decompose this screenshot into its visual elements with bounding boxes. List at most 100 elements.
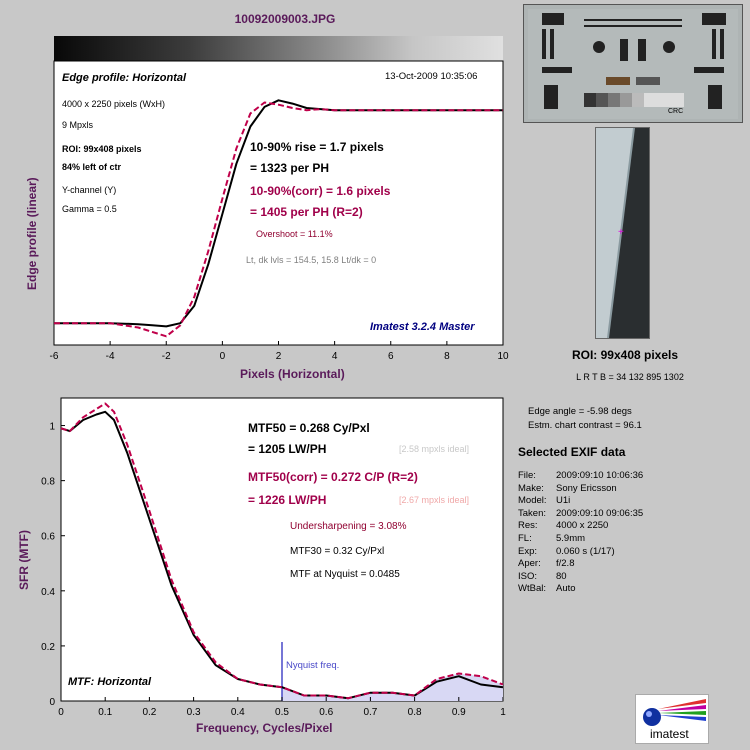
edge-info-res: 4000 x 2250 pixels (WxH) bbox=[62, 99, 165, 109]
exif-key: ISO: bbox=[518, 570, 538, 582]
exif-key: Model: bbox=[518, 495, 547, 507]
exif-row: Model: U1i bbox=[518, 495, 643, 508]
mtf-y-tick-label: 0 bbox=[49, 697, 55, 708]
edge-x-tick-label: -4 bbox=[106, 351, 115, 362]
mtf-x-tick-label: 0.8 bbox=[408, 707, 422, 718]
edge-gradient-strip bbox=[54, 36, 503, 61]
edge-x-ticks: -6 -4 -2 0 2 4 6 8 10 bbox=[50, 341, 509, 362]
edge-x-tick-label: 0 bbox=[220, 351, 226, 362]
edge-rise-corr: 10-90%(corr) = 1.6 pixels bbox=[250, 184, 391, 198]
mtf-y-tick-label: 0.4 bbox=[41, 587, 55, 598]
exif-key: WtBal: bbox=[518, 583, 546, 595]
exif-row: ISO: 80 bbox=[518, 571, 643, 584]
logo-sphere-icon bbox=[643, 708, 661, 726]
mtf-chart: MTF50 = 0.268 Cy/Pxl = 1205 LW/PH [2.58 … bbox=[17, 397, 506, 735]
mtf-x-tick-label: 0.9 bbox=[452, 707, 466, 718]
edge-overshoot: Overshoot = 11.1% bbox=[256, 229, 333, 239]
mtf-title: MTF: Horizontal bbox=[68, 676, 152, 688]
mtf-x-tick-label: 0.6 bbox=[319, 707, 333, 718]
nyquist-region bbox=[282, 673, 503, 701]
edge-ylabel: Edge profile (linear) bbox=[25, 177, 39, 290]
roi-title: ROI: 99x408 pixels bbox=[571, 348, 679, 362]
edge-timestamp: 13-Oct-2009 10:35:06 bbox=[385, 71, 477, 82]
edge-angle: Edge angle = -5.98 degs bbox=[528, 406, 632, 417]
mtf-xlabel: Frequency, Cycles/Pixel bbox=[196, 721, 333, 735]
edge-curves bbox=[54, 99, 503, 338]
exif-value: Auto bbox=[556, 583, 576, 595]
exif-row: FL: 5.9mm bbox=[518, 533, 643, 546]
mtf-x-tick-label: 0.3 bbox=[187, 707, 201, 718]
exif-value: 2009:09:10 09:06:35 bbox=[556, 507, 644, 519]
mtf-curves bbox=[60, 402, 504, 700]
exif-value: 80 bbox=[556, 570, 567, 582]
mtf-x-tick-label: 0.1 bbox=[98, 707, 112, 718]
exif-key: Exp: bbox=[518, 545, 538, 557]
edge-plot-area bbox=[53, 60, 504, 346]
mtf-ticks: 0 0.1 0.2 0.3 0.4 0.5 0.6 0.7 0.8 0.9 1 0 0.2 0.4 0.6 0… bbox=[41, 422, 506, 718]
mtf50-corr-lwph: = 1226 LW/PH bbox=[248, 493, 326, 507]
edge-info-mpxls: 9 Mpxls bbox=[62, 120, 94, 130]
edge-roi-size: ROI: 99x408 pixels bbox=[62, 144, 142, 154]
imatest-brand: Imatest 3.2.4 Master bbox=[370, 321, 475, 333]
mtf-y-tick-label: 1 bbox=[49, 422, 55, 433]
edge-rise: 10-90% rise = 1.7 pixels bbox=[250, 140, 384, 154]
mtf-x-tick-label: 0.2 bbox=[142, 707, 156, 718]
edge-stats: Edge angle = -5.98 degs Estm. chart cont… bbox=[528, 405, 642, 433]
exif-row: Aper: f/2.8 bbox=[518, 558, 643, 571]
ideal-mpxls-1: [2.58 mpxls ideal] bbox=[399, 444, 469, 454]
exif-row: Exp: 0.060 s (1/17) bbox=[518, 546, 643, 559]
exif-list: File: 2009:09:10 10:06:36 Make: Sony Ericss… bbox=[518, 470, 643, 596]
imatest-logo: imatest bbox=[635, 694, 709, 744]
exif-value: 0.060 s (1/17) bbox=[556, 545, 615, 557]
chart-contrast: Estm. chart contrast = 96.1 bbox=[528, 420, 642, 431]
edge-roi-pos: 84% left of ctr bbox=[62, 162, 122, 172]
mtf-x-tick-label: 0.4 bbox=[231, 707, 245, 718]
edge-x-tick-label: 10 bbox=[497, 351, 509, 362]
mtf50-lwph: = 1205 LW/PH bbox=[248, 442, 326, 456]
mtf50-corr-text: MTF50(corr) = 0.272 C/P (R=2) bbox=[248, 470, 418, 484]
mtf50-text: MTF50 = 0.268 Cy/Pxl bbox=[248, 421, 370, 435]
edge-rise-ph: = 1323 per PH bbox=[250, 161, 329, 175]
exif-key: Make: bbox=[518, 482, 544, 494]
exif-key: Res: bbox=[518, 520, 538, 532]
mtf-x-tick-label: 0.7 bbox=[363, 707, 377, 718]
mtf-y-tick-label: 0.6 bbox=[41, 532, 55, 543]
edge-x-tick-label: -2 bbox=[162, 351, 171, 362]
edge-x-tick-label: 2 bbox=[276, 351, 282, 362]
mtf-nyquist-fill bbox=[282, 673, 503, 701]
edge-x-tick-label: 4 bbox=[332, 351, 338, 362]
edge-channel: Y-channel (Y) bbox=[62, 185, 116, 195]
edge-x-tick-label: -6 bbox=[50, 351, 59, 362]
chart-thumbnail bbox=[523, 4, 743, 123]
logo-text: imatest bbox=[650, 727, 689, 741]
edge-profile-chart: Edge profile: Horizontal 13-Oct-2009 10:… bbox=[25, 60, 509, 381]
mtf-ylabel: SFR (MTF) bbox=[17, 530, 31, 590]
exif-key: Taken: bbox=[518, 507, 546, 519]
mtf-corrected-line bbox=[60, 402, 504, 700]
edge-gamma: Gamma = 0.5 bbox=[62, 204, 117, 214]
exif-row: Make: Sony Ericsson bbox=[518, 483, 643, 496]
edge-profile-corrected-line bbox=[54, 101, 503, 338]
exif-value: Sony Ericsson bbox=[556, 482, 617, 494]
exif-value: 5.9mm bbox=[556, 532, 586, 544]
exif-title: Selected EXIF data bbox=[518, 445, 626, 459]
roi-image: + bbox=[595, 127, 650, 339]
exif-value: 4000 x 2250 bbox=[556, 520, 609, 532]
exif-key: FL: bbox=[518, 532, 532, 544]
exif-row: File: 2009:09:10 10:06:36 bbox=[518, 470, 643, 483]
mtf-x-tick-label: 0.5 bbox=[275, 707, 289, 718]
exif-value: U1i bbox=[556, 495, 571, 507]
exif-value: f/2.8 bbox=[556, 558, 575, 570]
edge-levels: Lt, dk lvls = 154.5, 15.8 Lt/dk = 0 bbox=[246, 255, 376, 265]
mtf-nyquist-text: MTF at Nyquist = 0.0485 bbox=[290, 569, 400, 580]
thumb-caption: CRC bbox=[668, 108, 684, 115]
edge-rise-corr-ph: = 1405 per PH (R=2) bbox=[250, 205, 363, 219]
undersharpening: Undersharpening = 3.08% bbox=[290, 521, 407, 532]
exif-row: Taken: 2009:09:10 09:06:35 bbox=[518, 508, 643, 521]
exif-value: 2009:09:10 10:06:36 bbox=[556, 470, 644, 481]
mtf-x-tick-label: 0 bbox=[58, 707, 64, 718]
exif-key: Aper: bbox=[518, 558, 541, 570]
ideal-mpxls-2: [2.67 mpxls ideal] bbox=[399, 495, 469, 505]
nyquist-label: Nyquist freq. bbox=[286, 660, 339, 671]
file-title: 10092009003.JPG bbox=[234, 12, 336, 26]
